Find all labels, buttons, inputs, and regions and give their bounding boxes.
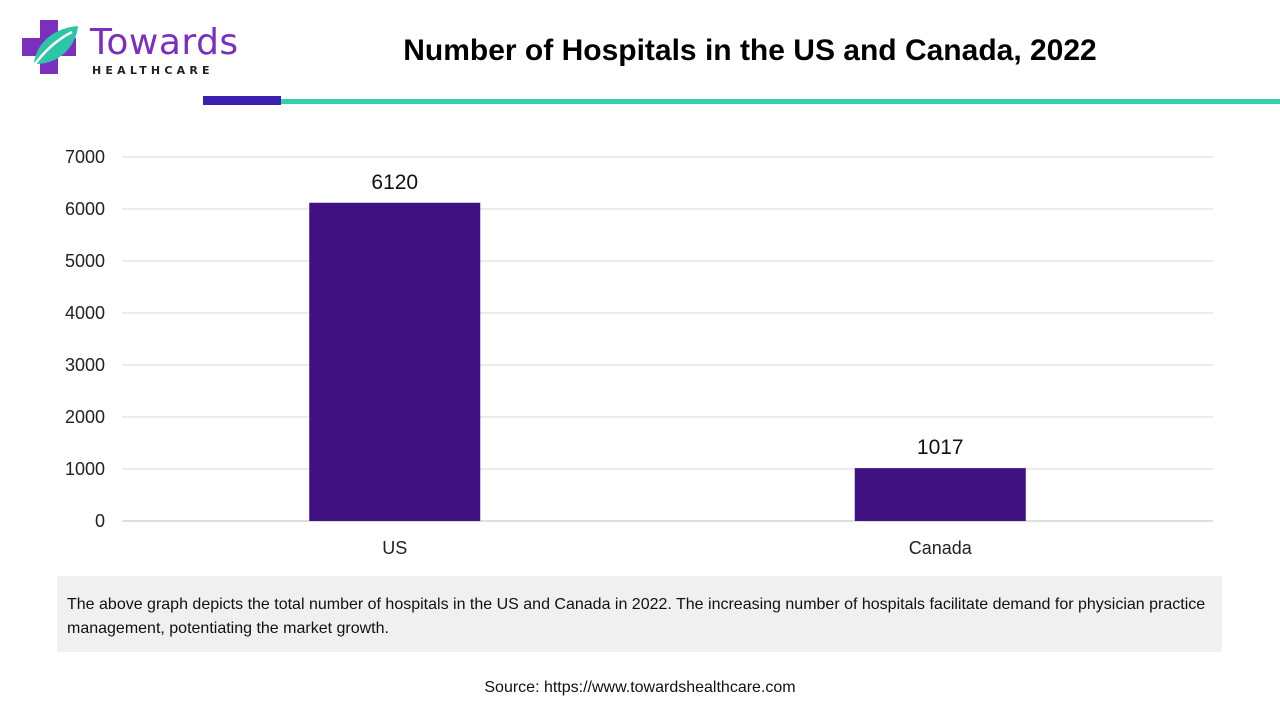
chart-title: Number of Hospitals in the US and Canada…: [403, 34, 1097, 67]
bar-us: [309, 202, 481, 521]
y-tick-label: 1000: [65, 459, 105, 479]
brand-logo: Towards HEALTHCARE: [20, 18, 240, 82]
y-tick-label: 0: [95, 511, 105, 531]
source-citation: Source: https://www.towardshealthcare.co…: [484, 679, 796, 696]
y-tick-label: 3000: [65, 355, 105, 375]
x-tick-label: US: [382, 538, 407, 558]
brand-name: Towards: [90, 22, 239, 63]
y-tick-label: 2000: [65, 407, 105, 427]
bar-canada: [854, 468, 1026, 521]
bars: [309, 202, 1026, 521]
header-accent-bar: [203, 96, 281, 105]
x-tick-label: Canada: [909, 538, 973, 558]
data-labels: 6120 1017: [371, 171, 963, 459]
medical-cross-leaf-icon: [22, 20, 78, 74]
chart-description: The above graph depicts the total number…: [57, 576, 1222, 652]
y-tick-label: 5000: [65, 251, 105, 271]
grid-lines: [122, 156, 1213, 522]
x-axis-ticks: US Canada: [382, 538, 973, 558]
y-tick-label: 6000: [65, 199, 105, 219]
y-axis-ticks: 0 1000 2000 3000 4000 5000 6000 7000: [65, 147, 105, 531]
y-tick-label: 7000: [65, 147, 105, 167]
brand-subtitle: HEALTHCARE: [92, 64, 214, 77]
y-tick-label: 4000: [65, 303, 105, 323]
header-accent-line: [281, 99, 1280, 104]
data-label: 6120: [371, 171, 418, 194]
data-label: 1017: [917, 436, 964, 459]
bar-chart: 0 1000 2000 3000 4000 5000 6000 7000 6120 1017 U…: [65, 147, 1213, 558]
